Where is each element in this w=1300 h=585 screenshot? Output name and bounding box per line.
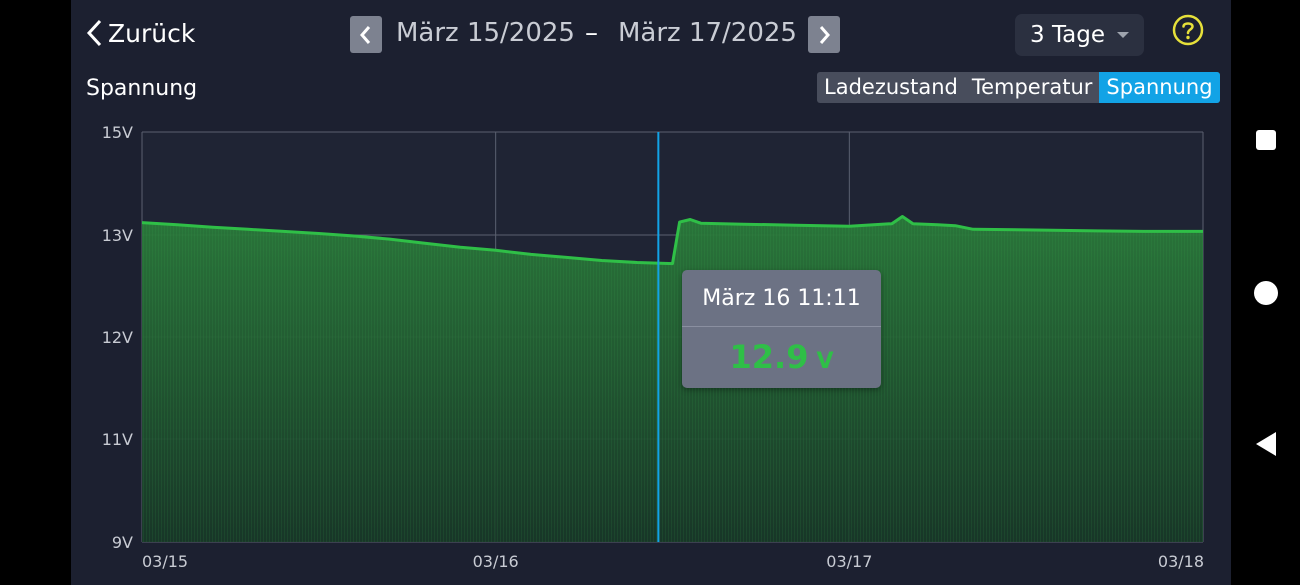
section-title: Spannung [86, 76, 198, 101]
help-icon[interactable] [1172, 14, 1204, 46]
voltage-line [141, 215, 1203, 266]
date-separator: – [585, 18, 598, 48]
prev-date-button[interactable] [350, 16, 382, 53]
chevron-right-icon [819, 25, 830, 44]
data-tooltip: März 16 11:11 12.9 V [682, 270, 881, 388]
voltage-area-texture [142, 216, 1203, 542]
tooltip-time: März 16 11:11 [702, 286, 861, 311]
chevron-left-icon [360, 25, 371, 44]
caret-down-icon [1117, 32, 1129, 38]
x-tick-label: 03/15 [142, 552, 188, 571]
tab-ladezustand[interactable]: Ladezustand [824, 75, 958, 99]
recent-apps-icon[interactable] [1256, 130, 1276, 150]
x-tick-label: 03/16 [473, 552, 519, 571]
y-tick-label: 12V [102, 328, 133, 347]
date-start: März 15/2025 [396, 18, 575, 48]
tooltip-value-unit: V [816, 349, 834, 374]
y-tick-label: 15V [102, 123, 133, 142]
tab-temperatur[interactable]: Temperatur [971, 75, 1093, 99]
back-button[interactable]: Zurück [85, 18, 195, 48]
x-tick-label: 03/17 [826, 552, 872, 571]
tooltip-value-number: 12.9 [729, 338, 809, 376]
chevron-left-icon [86, 19, 102, 47]
range-select[interactable]: 3 Tage [1015, 14, 1144, 56]
back-label: Zurück [108, 18, 196, 48]
voltage-chart[interactable]: 15V 13V 12V 11V 9V 03/15 03/16 03/17 03/18 [71, 118, 1231, 585]
x-tick-label: 03/18 [1158, 552, 1204, 571]
tooltip-divider [682, 326, 881, 327]
next-date-button[interactable] [808, 16, 840, 53]
app-screen: Zurück März 15/2025 – März 17/2025 3 Tag… [71, 0, 1231, 585]
system-navigation-bar [1231, 0, 1300, 585]
y-tick-label: 9V [112, 533, 133, 552]
y-tick-label: 13V [102, 226, 133, 245]
range-selected-value: 3 Tage [1030, 22, 1106, 48]
tooltip-value: 12.9 V [682, 338, 881, 376]
date-end: März 17/2025 [618, 18, 797, 48]
metric-tabs: Ladezustand Temperatur Spannung [817, 72, 1220, 103]
back-triangle-icon[interactable] [1256, 432, 1276, 456]
y-tick-label: 11V [102, 430, 133, 449]
home-icon[interactable] [1254, 281, 1278, 305]
tab-spannung[interactable]: Spannung [1099, 72, 1220, 103]
